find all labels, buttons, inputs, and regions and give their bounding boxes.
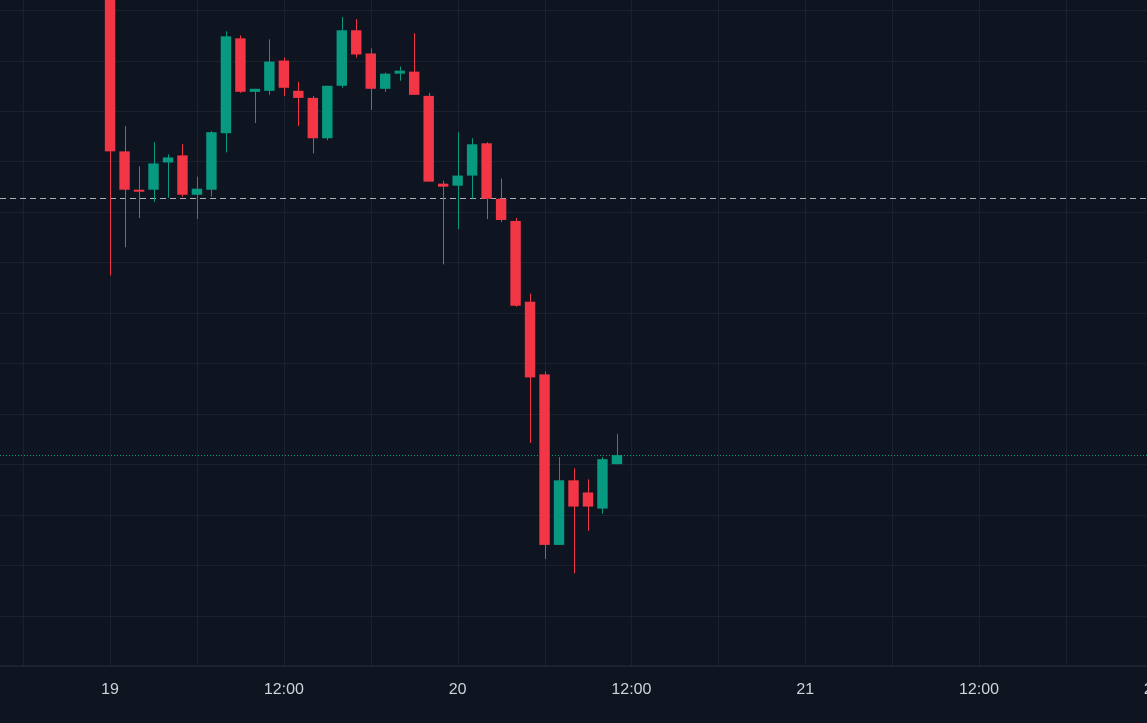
candle-body [191, 188, 203, 195]
candle-body [133, 189, 145, 192]
candle-body [452, 175, 463, 186]
candle[interactable] [119, 126, 130, 248]
x-tick-label: 12:00 [264, 681, 304, 698]
candle[interactable] [611, 433, 623, 465]
candle-body [148, 163, 159, 190]
candle-body [597, 459, 608, 509]
candles[interactable] [104, 0, 623, 574]
candle-body [249, 88, 261, 92]
candle-body [264, 61, 275, 91]
candle[interactable] [307, 95, 319, 154]
candle[interactable] [408, 33, 420, 95]
candle-body [582, 492, 594, 507]
candle-body [611, 455, 623, 465]
candle[interactable] [336, 17, 347, 88]
x-tick-label: 20 [449, 681, 467, 698]
grid-lines [0, 0, 1147, 666]
x-tick-label: 22 [1144, 681, 1147, 698]
candle[interactable] [191, 176, 203, 219]
candle[interactable] [322, 85, 333, 141]
candle-body [553, 480, 565, 545]
candle-body [307, 97, 319, 139]
candle-body [119, 151, 130, 190]
candle-body [162, 157, 174, 163]
candle-body [568, 480, 579, 507]
candle-body [206, 132, 217, 190]
candle-body [481, 143, 492, 199]
candle-body [293, 90, 304, 98]
candle-body [495, 198, 507, 220]
candle[interactable] [437, 180, 449, 265]
candle[interactable] [539, 371, 550, 560]
candle[interactable] [597, 457, 608, 514]
time-axis: 19 12:00 20 12:00 21 12:00 22 [101, 681, 1147, 698]
candle[interactable] [365, 48, 376, 110]
x-tick-label: 21 [796, 681, 814, 698]
candle[interactable] [423, 92, 434, 182]
x-tick-label: 12:00 [611, 681, 651, 698]
candle[interactable] [148, 142, 159, 202]
candle-body [235, 38, 246, 92]
candle-body [365, 53, 376, 89]
candle-body [322, 85, 333, 139]
candle-body [220, 36, 232, 134]
candle-body [510, 220, 521, 306]
candle-body [336, 30, 347, 86]
candle[interactable] [162, 154, 174, 198]
candle[interactable] [380, 72, 391, 92]
price-lines [0, 198, 1147, 456]
candle[interactable] [351, 19, 362, 58]
candle[interactable] [510, 217, 521, 307]
candle-body [104, 0, 116, 152]
candle[interactable] [553, 457, 565, 545]
candle-body [278, 60, 290, 88]
candle[interactable] [394, 66, 405, 81]
x-tick-label: 12:00 [959, 681, 999, 698]
candle[interactable] [206, 131, 217, 197]
candle[interactable] [481, 142, 492, 219]
candle[interactable] [104, 0, 116, 276]
candle-body [524, 301, 536, 378]
candle-body [539, 374, 550, 545]
candle[interactable] [582, 479, 594, 531]
candle-body [423, 95, 434, 182]
candle[interactable] [452, 132, 463, 230]
candle-body [437, 183, 449, 187]
candle-body [408, 71, 420, 95]
candle[interactable] [177, 144, 188, 197]
candle-body [177, 155, 188, 195]
candle[interactable] [524, 293, 536, 443]
candle[interactable] [466, 138, 478, 199]
candle[interactable] [568, 468, 579, 574]
candle[interactable] [220, 31, 232, 153]
candle-body [380, 73, 391, 89]
candle[interactable] [249, 88, 261, 124]
candle[interactable] [293, 81, 304, 127]
candle[interactable] [235, 35, 246, 93]
candle-body [466, 144, 478, 176]
candle[interactable] [264, 39, 275, 95]
candle[interactable] [133, 166, 145, 218]
candle[interactable] [278, 57, 290, 96]
x-tick-label: 19 [101, 681, 119, 698]
candle[interactable] [495, 178, 507, 222]
candle-body [394, 70, 405, 74]
candle-body [351, 30, 362, 55]
